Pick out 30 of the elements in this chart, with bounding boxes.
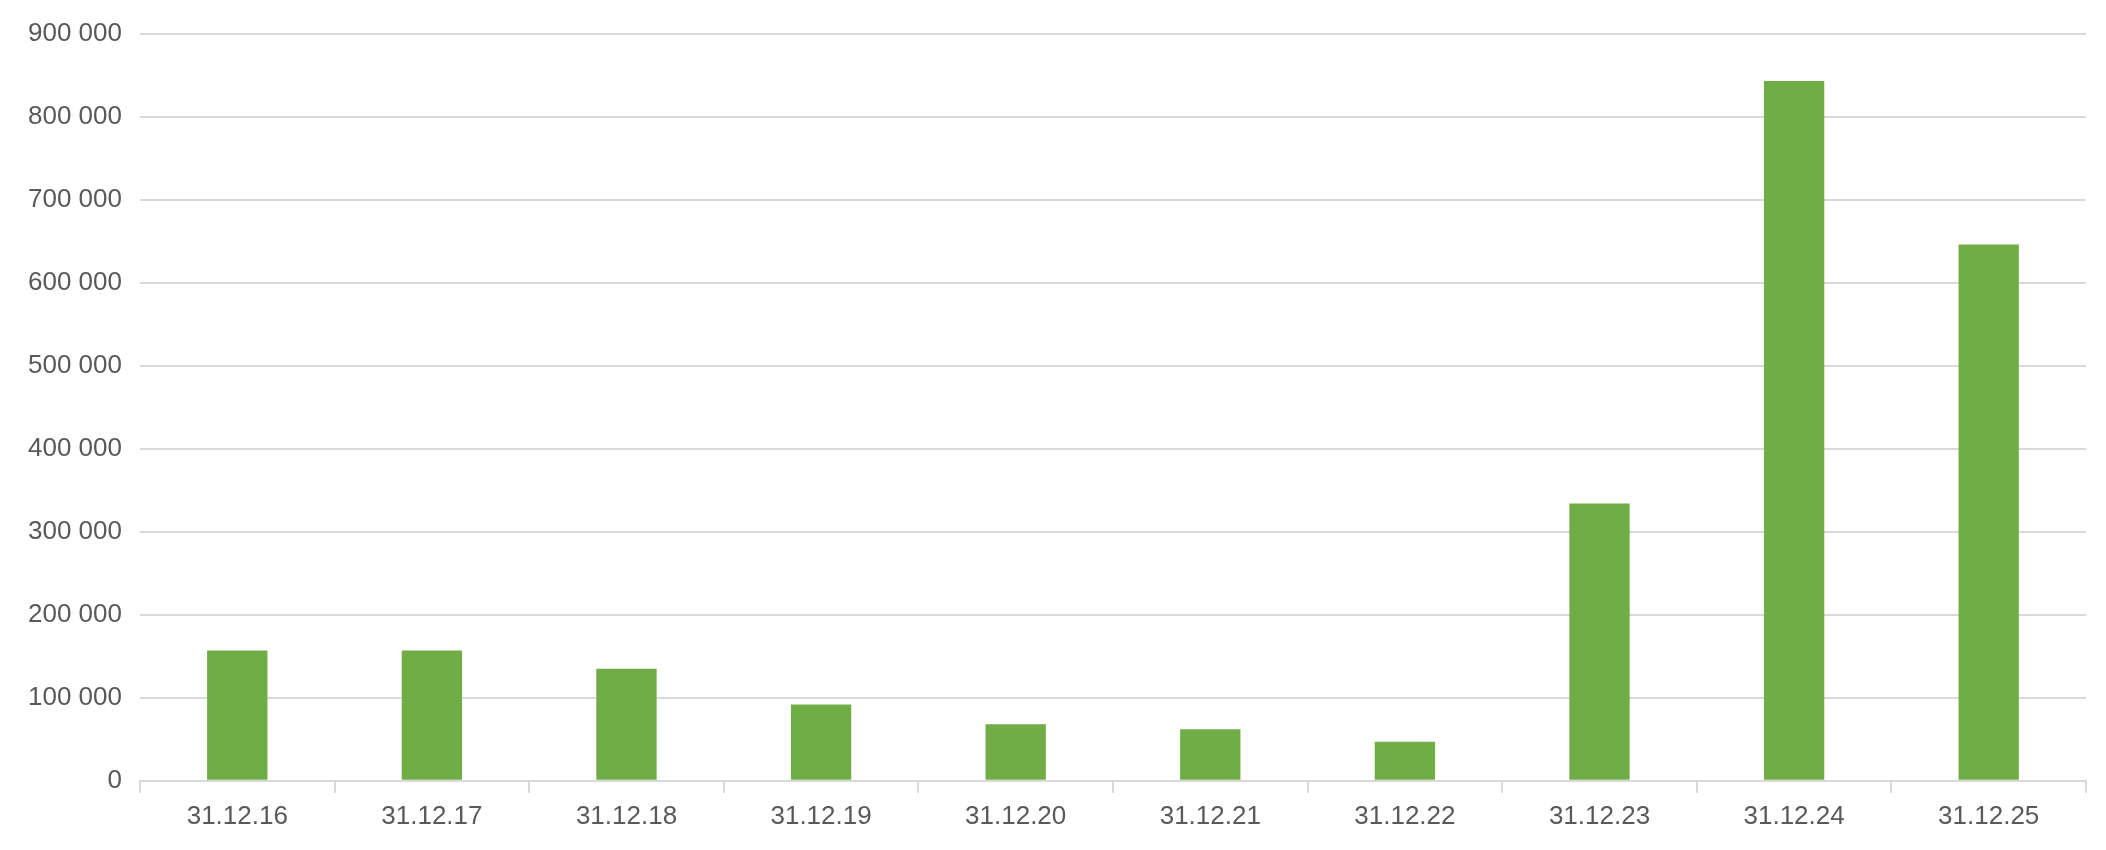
y-tick-label: 900 000 [28, 16, 122, 47]
y-tick-label: 400 000 [28, 431, 122, 462]
x-tick-label: 31.12.22 [1354, 799, 1456, 830]
y-tick-label: 800 000 [28, 99, 122, 130]
bar [1569, 503, 1630, 780]
bar [596, 668, 657, 780]
x-tick-label: 31.12.21 [1159, 799, 1261, 830]
bar [207, 650, 268, 780]
y-tick-label: 0 [107, 763, 122, 794]
y-tick-label: 300 000 [28, 514, 122, 545]
y-tick-label: 600 000 [28, 265, 122, 296]
bar [1763, 80, 1825, 780]
y-tick-label: 500 000 [28, 348, 122, 379]
bar [1958, 244, 2019, 780]
bar [401, 650, 463, 780]
bar [790, 704, 852, 780]
y-tick-label: 200 000 [28, 597, 122, 628]
x-tick-label: 31.12.17 [381, 799, 483, 830]
y-tick-label: 700 000 [28, 182, 122, 213]
bar [985, 724, 1046, 780]
x-tick-label: 31.12.19 [770, 799, 872, 830]
bar [1374, 741, 1436, 780]
x-tick-label: 31.12.25 [1938, 799, 2040, 830]
bar [1180, 729, 1241, 780]
x-tick-label: 31.12.20 [965, 799, 1067, 830]
x-tick-label: 31.12.23 [1548, 799, 1651, 830]
x-tick-label: 31.12.24 [1743, 799, 1845, 830]
y-tick-label: 100 000 [28, 680, 122, 711]
x-tick-label: 31.12.18 [575, 799, 678, 830]
x-tick-label: 31.12.16 [186, 799, 288, 830]
